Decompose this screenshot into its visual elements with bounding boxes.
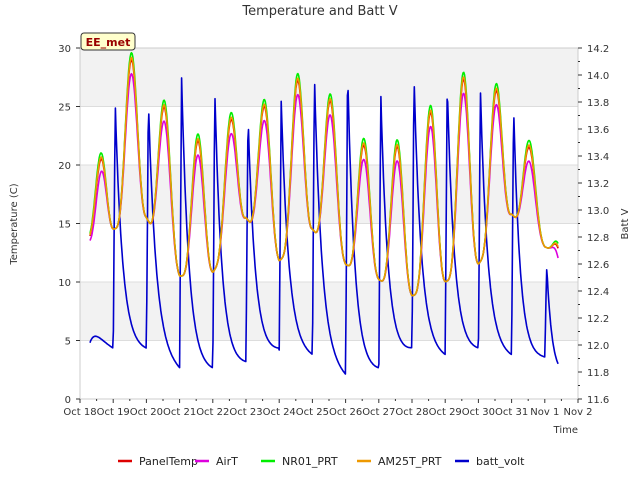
background-bands [80,48,578,399]
background-band [80,165,578,224]
series-layer [89,51,559,375]
y-axis-right: 11.6 11.8 12.0 12.2 12.4 12.6 12.8 13.0 13.2 13.4… [578,44,609,406]
x-tick-label: Oct 19 [97,407,130,418]
station-label-box: EE_met [80,32,136,51]
legend-label-AirT: AirT [216,455,238,468]
x-axis-label: Time [553,425,578,436]
legend-label-batt_volt: batt_volt [476,455,525,468]
y-left-tick-label: 10 [58,278,71,289]
series-line-AM25T_PRT [89,56,559,297]
series-line-batt_volt [89,77,559,375]
chart-title: Temperature and Batt V [241,4,397,19]
y-right-tick-label: 14.2 [587,44,609,55]
y-right-tick-label: 11.6 [587,395,609,406]
y-left-tick-label: 5 [65,337,71,348]
y-left-tick-label: 15 [58,220,71,231]
y-right-tick-label: 14.0 [587,71,609,82]
y-right-tick-label: 12.0 [587,341,609,352]
legend: PanelTemp AirT NR01_PRT AM25T_PRT batt_volt [118,455,525,468]
y-right-tick-label: 13.8 [587,98,609,109]
y-right-tick-label: 12.2 [587,314,609,325]
y-right-tick-label: 12.6 [587,260,609,271]
y-axis-left-label: Temperature (C) [9,183,20,265]
x-tick-label: Oct 26 [329,407,362,418]
x-tick-label: Oct 31 [495,407,528,418]
x-tick-label: Oct 28 [395,407,428,418]
y-right-tick-label: 12.4 [587,287,609,298]
legend-label-PanelTemp: PanelTemp [139,455,198,468]
y-axis-right-label: Batt V [620,208,631,239]
y-right-tick-label: 13.6 [587,125,609,136]
y-right-tick-label: 11.8 [587,368,609,379]
y-axis-left: 0 5 10 15 20 25 30 [58,44,80,406]
legend-label-AM25T_PRT: AM25T_PRT [378,455,442,468]
legend-label-NR01_PRT: NR01_PRT [282,455,338,468]
y-right-tick-label: 12.8 [587,233,609,244]
x-tick-label: Oct 24 [263,407,296,418]
y-left-tick-label: 0 [65,395,71,406]
station-label: EE_met [86,36,131,49]
y-right-tick-label: 13.0 [587,206,609,217]
x-tick-label: Oct 18 [63,407,96,418]
background-band [80,223,578,282]
y-right-tick-label: 13.4 [587,152,609,163]
y-left-tick-label: 20 [58,161,71,172]
x-tick-label: Oct 22 [196,407,229,418]
x-tick-label: Nov 2 [563,407,592,418]
y-left-tick-label: 30 [58,44,71,55]
x-axis: Oct 18 Oct 19 Oct 20 Oct 21 Oct 22 Oct 23 Oct … [63,399,593,418]
x-tick-label: Oct 21 [163,407,196,418]
x-tick-label: Oct 20 [130,407,163,418]
x-tick-label: Oct 25 [296,407,329,418]
y-right-tick-label: 13.2 [587,179,609,190]
x-tick-label: Oct 29 [429,407,462,418]
x-tick-label: Oct 30 [462,407,495,418]
x-tick-label: Oct 23 [229,407,262,418]
y-left-tick-label: 25 [58,103,71,114]
x-tick-label: Oct 27 [362,407,395,418]
background-band [80,340,578,399]
x-tick-label: Nov 1 [530,407,559,418]
